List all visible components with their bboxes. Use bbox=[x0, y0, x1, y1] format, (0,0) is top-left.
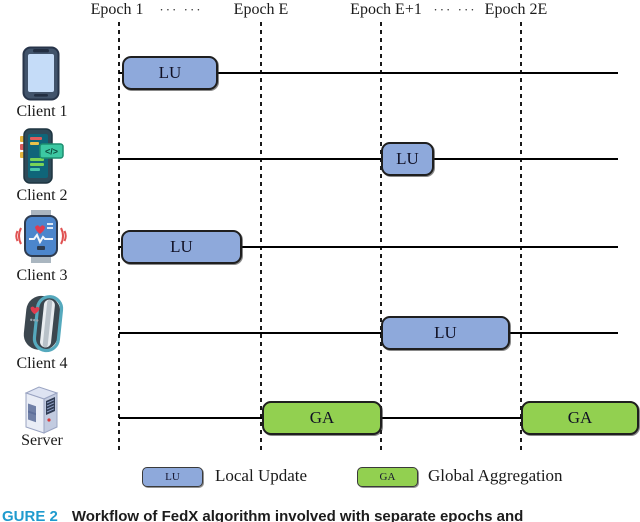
svg-text:</>: </> bbox=[45, 147, 58, 157]
client4-label: Client 4 bbox=[16, 355, 68, 372]
lu-block-client3: LU bbox=[121, 230, 242, 264]
legend-lu-label: Local Update bbox=[215, 466, 308, 485]
lu-block-client2: LU bbox=[381, 142, 434, 176]
client2-label: Client 2 bbox=[16, 187, 68, 204]
client1-label: Client 1 bbox=[16, 103, 68, 120]
ga-block-2: GA bbox=[521, 401, 639, 435]
figure-caption: GURE 2 Workflow of FedX algorithm involve… bbox=[2, 508, 640, 522]
server-icon bbox=[18, 384, 64, 434]
ellipsis-dots: ··· ··· bbox=[433, 2, 477, 17]
epoch-gridline bbox=[380, 22, 382, 450]
epoch-label-2e: Epoch 2E bbox=[484, 1, 548, 18]
client1-timeline bbox=[119, 72, 618, 74]
figure-caption-number: GURE 2 bbox=[2, 508, 58, 522]
epoch-gridline bbox=[260, 22, 262, 450]
fitness-band-icon bbox=[20, 294, 64, 353]
epoch-label-e1: Epoch E+1 bbox=[350, 1, 422, 18]
legend-lu-chip: LU bbox=[142, 467, 203, 487]
epoch-label-1: Epoch 1 bbox=[90, 1, 144, 18]
smartphone-icon bbox=[22, 46, 60, 101]
lu-block-client4: LU bbox=[381, 316, 510, 350]
phone-code-icon: </> bbox=[18, 128, 64, 185]
client3-timeline bbox=[119, 246, 618, 248]
server-label: Server bbox=[21, 432, 63, 449]
ellipsis-dots: ··· ··· bbox=[159, 2, 203, 17]
figure-caption-text: Workflow of FedX algorithm involved with… bbox=[71, 508, 524, 522]
client4-timeline bbox=[119, 332, 618, 334]
ga-block-1: GA bbox=[262, 401, 382, 435]
legend-ga-label: Global Aggregation bbox=[428, 466, 563, 485]
epoch-gridline bbox=[520, 22, 522, 450]
epoch-gridline bbox=[118, 22, 120, 450]
client2-timeline bbox=[119, 158, 618, 160]
lu-block-client1: LU bbox=[122, 56, 218, 90]
client3-label: Client 3 bbox=[16, 267, 68, 284]
epoch-label-e: Epoch E bbox=[233, 1, 289, 18]
legend-ga-chip: GA bbox=[357, 467, 418, 487]
smartwatch-icon bbox=[14, 210, 68, 263]
